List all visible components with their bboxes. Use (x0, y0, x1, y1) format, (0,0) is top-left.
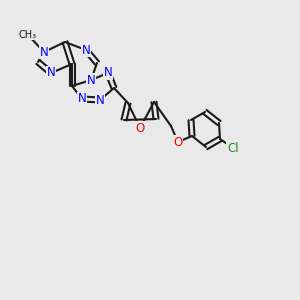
Text: Cl: Cl (227, 142, 239, 154)
Text: O: O (173, 136, 183, 148)
Text: N: N (40, 46, 48, 59)
Text: N: N (78, 92, 86, 106)
Text: CH₃: CH₃ (19, 30, 37, 40)
Text: N: N (87, 74, 95, 86)
Text: N: N (103, 67, 112, 80)
Text: N: N (96, 94, 104, 106)
Text: O: O (135, 122, 145, 134)
Text: N: N (46, 67, 56, 80)
Text: N: N (82, 44, 90, 56)
